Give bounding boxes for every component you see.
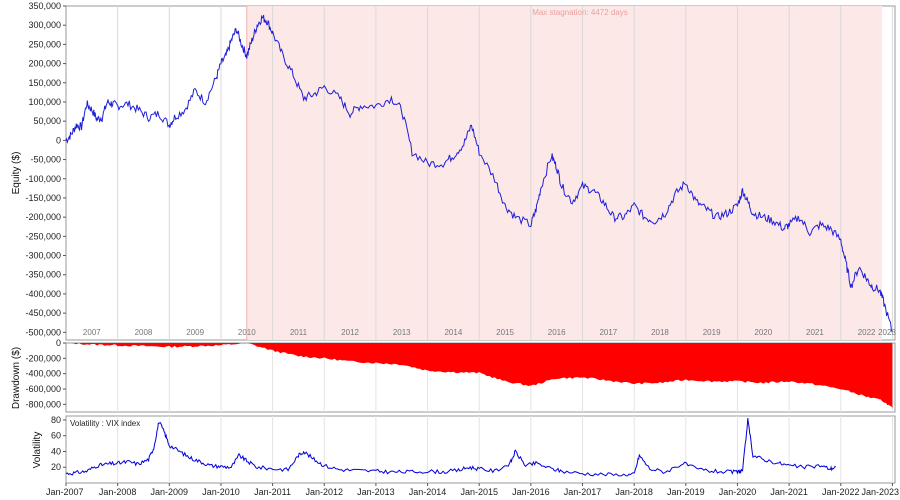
- volatility-y-tick-label: 40: [51, 446, 61, 456]
- x-tick-label: Jan-2018: [615, 487, 653, 497]
- equity-y-tick-label: -250,000: [25, 231, 61, 241]
- equity-y-axis-label: Equity ($): [11, 152, 22, 195]
- volatility-line-group: [65, 418, 836, 477]
- x-tick-label: Jan-2023: [861, 487, 899, 497]
- equity-y-tick-label: -400,000: [25, 289, 61, 299]
- drawdown-area-group: [66, 343, 893, 409]
- equity-year-label: 2019: [703, 328, 721, 337]
- equity-year-label: 2015: [496, 328, 514, 337]
- equity-y-tick-label: -350,000: [25, 270, 61, 280]
- drawdown-area: [66, 343, 893, 409]
- equity-y-tick-label: -450,000: [25, 308, 61, 318]
- volatility-y-tick-label: 20: [51, 462, 61, 472]
- x-axis: Jan-2007 Jan-2008 Jan-2009 Jan-2010 Jan-2011…: [46, 483, 899, 497]
- equity-y-tick-label: -500,000: [25, 327, 61, 337]
- equity-year-label: 2013: [393, 328, 411, 337]
- equity-line: [65, 14, 893, 333]
- equity-year-label: 2009: [186, 328, 204, 337]
- equity-year-label: 2014: [444, 328, 462, 337]
- x-tick-label: Jan-2007: [46, 487, 84, 497]
- equity-year-label: 2018: [651, 328, 669, 337]
- equity-year-label: 2012: [341, 328, 359, 337]
- volatility-y-tick-label: 80: [51, 415, 61, 425]
- equity-year-label: 2016: [548, 328, 566, 337]
- x-tick-label: Jan-2020: [719, 487, 757, 497]
- equity-year-label: 2011: [290, 328, 308, 337]
- equity-y-tick-label: 200,000: [28, 59, 61, 69]
- equity-y-tick-label: -150,000: [25, 193, 61, 203]
- equity-y-tick-label: 300,000: [28, 20, 61, 30]
- equity-year-label: 2023: [878, 328, 896, 337]
- x-tick-label: Jan-2019: [667, 487, 705, 497]
- equity-year-label: 2008: [135, 328, 153, 337]
- equity-year-gridlines: [117, 6, 893, 340]
- volatility-gridlines: [117, 416, 893, 483]
- x-tick-label: Jan-2009: [151, 487, 189, 497]
- volatility-legend: Volatility : VIX index: [70, 419, 140, 428]
- x-tick-label: Jan-2012: [305, 487, 343, 497]
- equity-year-label: 2010: [238, 328, 256, 337]
- volatility-y-ticks: 80 60 40 20: [51, 415, 66, 472]
- equity-year-label: 2022: [858, 328, 876, 337]
- equity-y-ticks: 350,000 300,000 250,000 200,000 150,000 100,0…: [25, 1, 66, 337]
- x-tick-label: Jan-2013: [357, 487, 395, 497]
- equity-year-label: 2021: [806, 328, 824, 337]
- x-tick-label: Jan-2011: [254, 487, 291, 497]
- drawdown-y-tick-label: -200,000: [25, 353, 61, 363]
- equity-line-group: [65, 14, 893, 333]
- equity-y-tick-label: 100,000: [28, 97, 61, 107]
- drawdown-y-tick-label: 0: [56, 338, 61, 348]
- equity-y-tick-label: -300,000: [25, 251, 61, 261]
- equity-y-tick-label: -50,000: [30, 155, 61, 165]
- equity-y-tick-label: -200,000: [25, 212, 61, 222]
- drawdown-y-tick-label: -400,000: [25, 369, 61, 379]
- volatility-y-tick-label: 60: [51, 431, 61, 441]
- max-stagnation-annotation: Max stagnation: 4472 days: [532, 8, 628, 17]
- x-tick-label: Jan-2014: [409, 487, 447, 497]
- drawdown-y-tick-label: -600,000: [25, 384, 61, 394]
- stagnation-shading: [246, 6, 883, 340]
- x-tick-label: Jan-2008: [99, 487, 137, 497]
- volatility-y-axis-label: Volatility: [32, 432, 43, 469]
- equity-y-tick-label: 0: [56, 135, 61, 145]
- stagnation-region: [246, 6, 883, 340]
- x-tick-label: Jan-2017: [564, 487, 602, 497]
- equity-y-tick-label: 250,000: [28, 39, 61, 49]
- equity-year-label: 2007: [83, 328, 101, 337]
- x-tick-label: Jan-2021: [770, 487, 808, 497]
- equity-y-tick-label: 150,000: [28, 78, 61, 88]
- equity-y-tick-label: -100,000: [25, 174, 61, 184]
- x-tick-label: Jan-2016: [512, 487, 550, 497]
- drawdown-y-tick-label: -800,000: [25, 399, 61, 409]
- drawdown-y-ticks: 0 -200,000 -400,000 -600,000 -800,000: [25, 338, 66, 409]
- equity-y-tick-label: 350,000: [28, 1, 61, 11]
- volatility-line: [65, 418, 836, 477]
- drawdown-y-axis-label: Drawdown ($): [11, 347, 22, 409]
- equity-year-label: 2017: [599, 328, 617, 337]
- x-tick-label: Jan-2010: [202, 487, 240, 497]
- x-tick-label: Jan-2022: [822, 487, 860, 497]
- equity-y-tick-label: 50,000: [33, 116, 61, 126]
- x-tick-label: Jan-2015: [460, 487, 498, 497]
- equity-year-label: 2020: [754, 328, 772, 337]
- equity-year-labels: 2007 2008 2009 2010 2011 2012 2013 2014 2015 2016…: [83, 328, 897, 337]
- volatility-panel-frame: [65, 415, 896, 484]
